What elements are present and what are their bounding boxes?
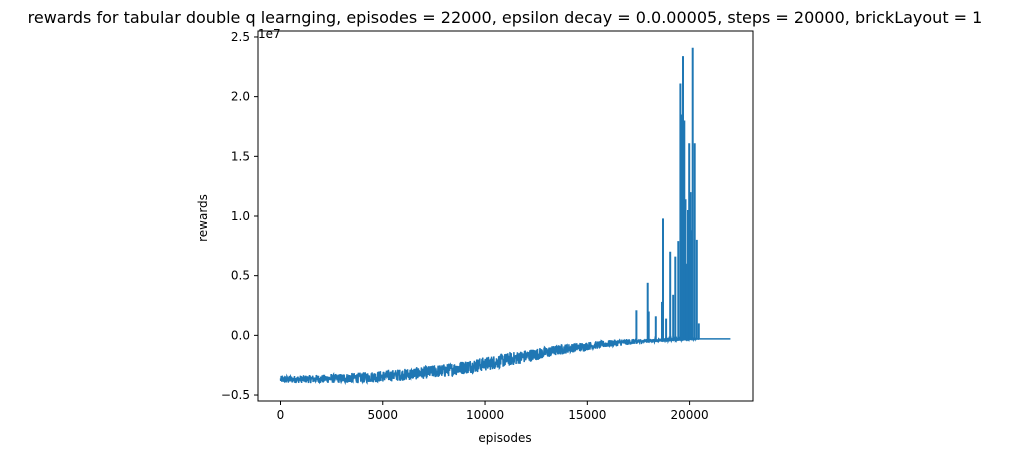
y-offset-label: 1e7 — [258, 27, 281, 41]
x-axis-label: episodes — [478, 431, 531, 445]
y-axis-label: rewards — [196, 194, 210, 242]
x-tick-label: 15000 — [568, 408, 606, 422]
axis-ticks: 0 5000 10000 15000 20000 −0.5 0.0 0.5 1.0 1.5 2.0 2… — [221, 30, 709, 422]
plot-frame — [257, 30, 754, 402]
x-tick-label: 20000 — [670, 408, 708, 422]
x-tick-label: 5000 — [367, 408, 398, 422]
chart-title: rewards for tabular double q learnging, … — [28, 8, 983, 27]
x-tick-label: 0 — [277, 408, 285, 422]
y-tick-label: 1.0 — [231, 209, 250, 223]
x-tick-label: 10000 — [466, 408, 504, 422]
y-tick-label: 0.5 — [231, 269, 250, 283]
y-tick-label: −0.5 — [221, 388, 250, 402]
series-line — [279, 335, 731, 386]
y-tick-label: 1.5 — [231, 149, 250, 163]
y-tick-label: 2.0 — [231, 90, 250, 104]
y-tick-label: 2.5 — [231, 30, 250, 44]
plot-area — [279, 47, 731, 386]
y-tick-label: 0.0 — [231, 328, 250, 342]
